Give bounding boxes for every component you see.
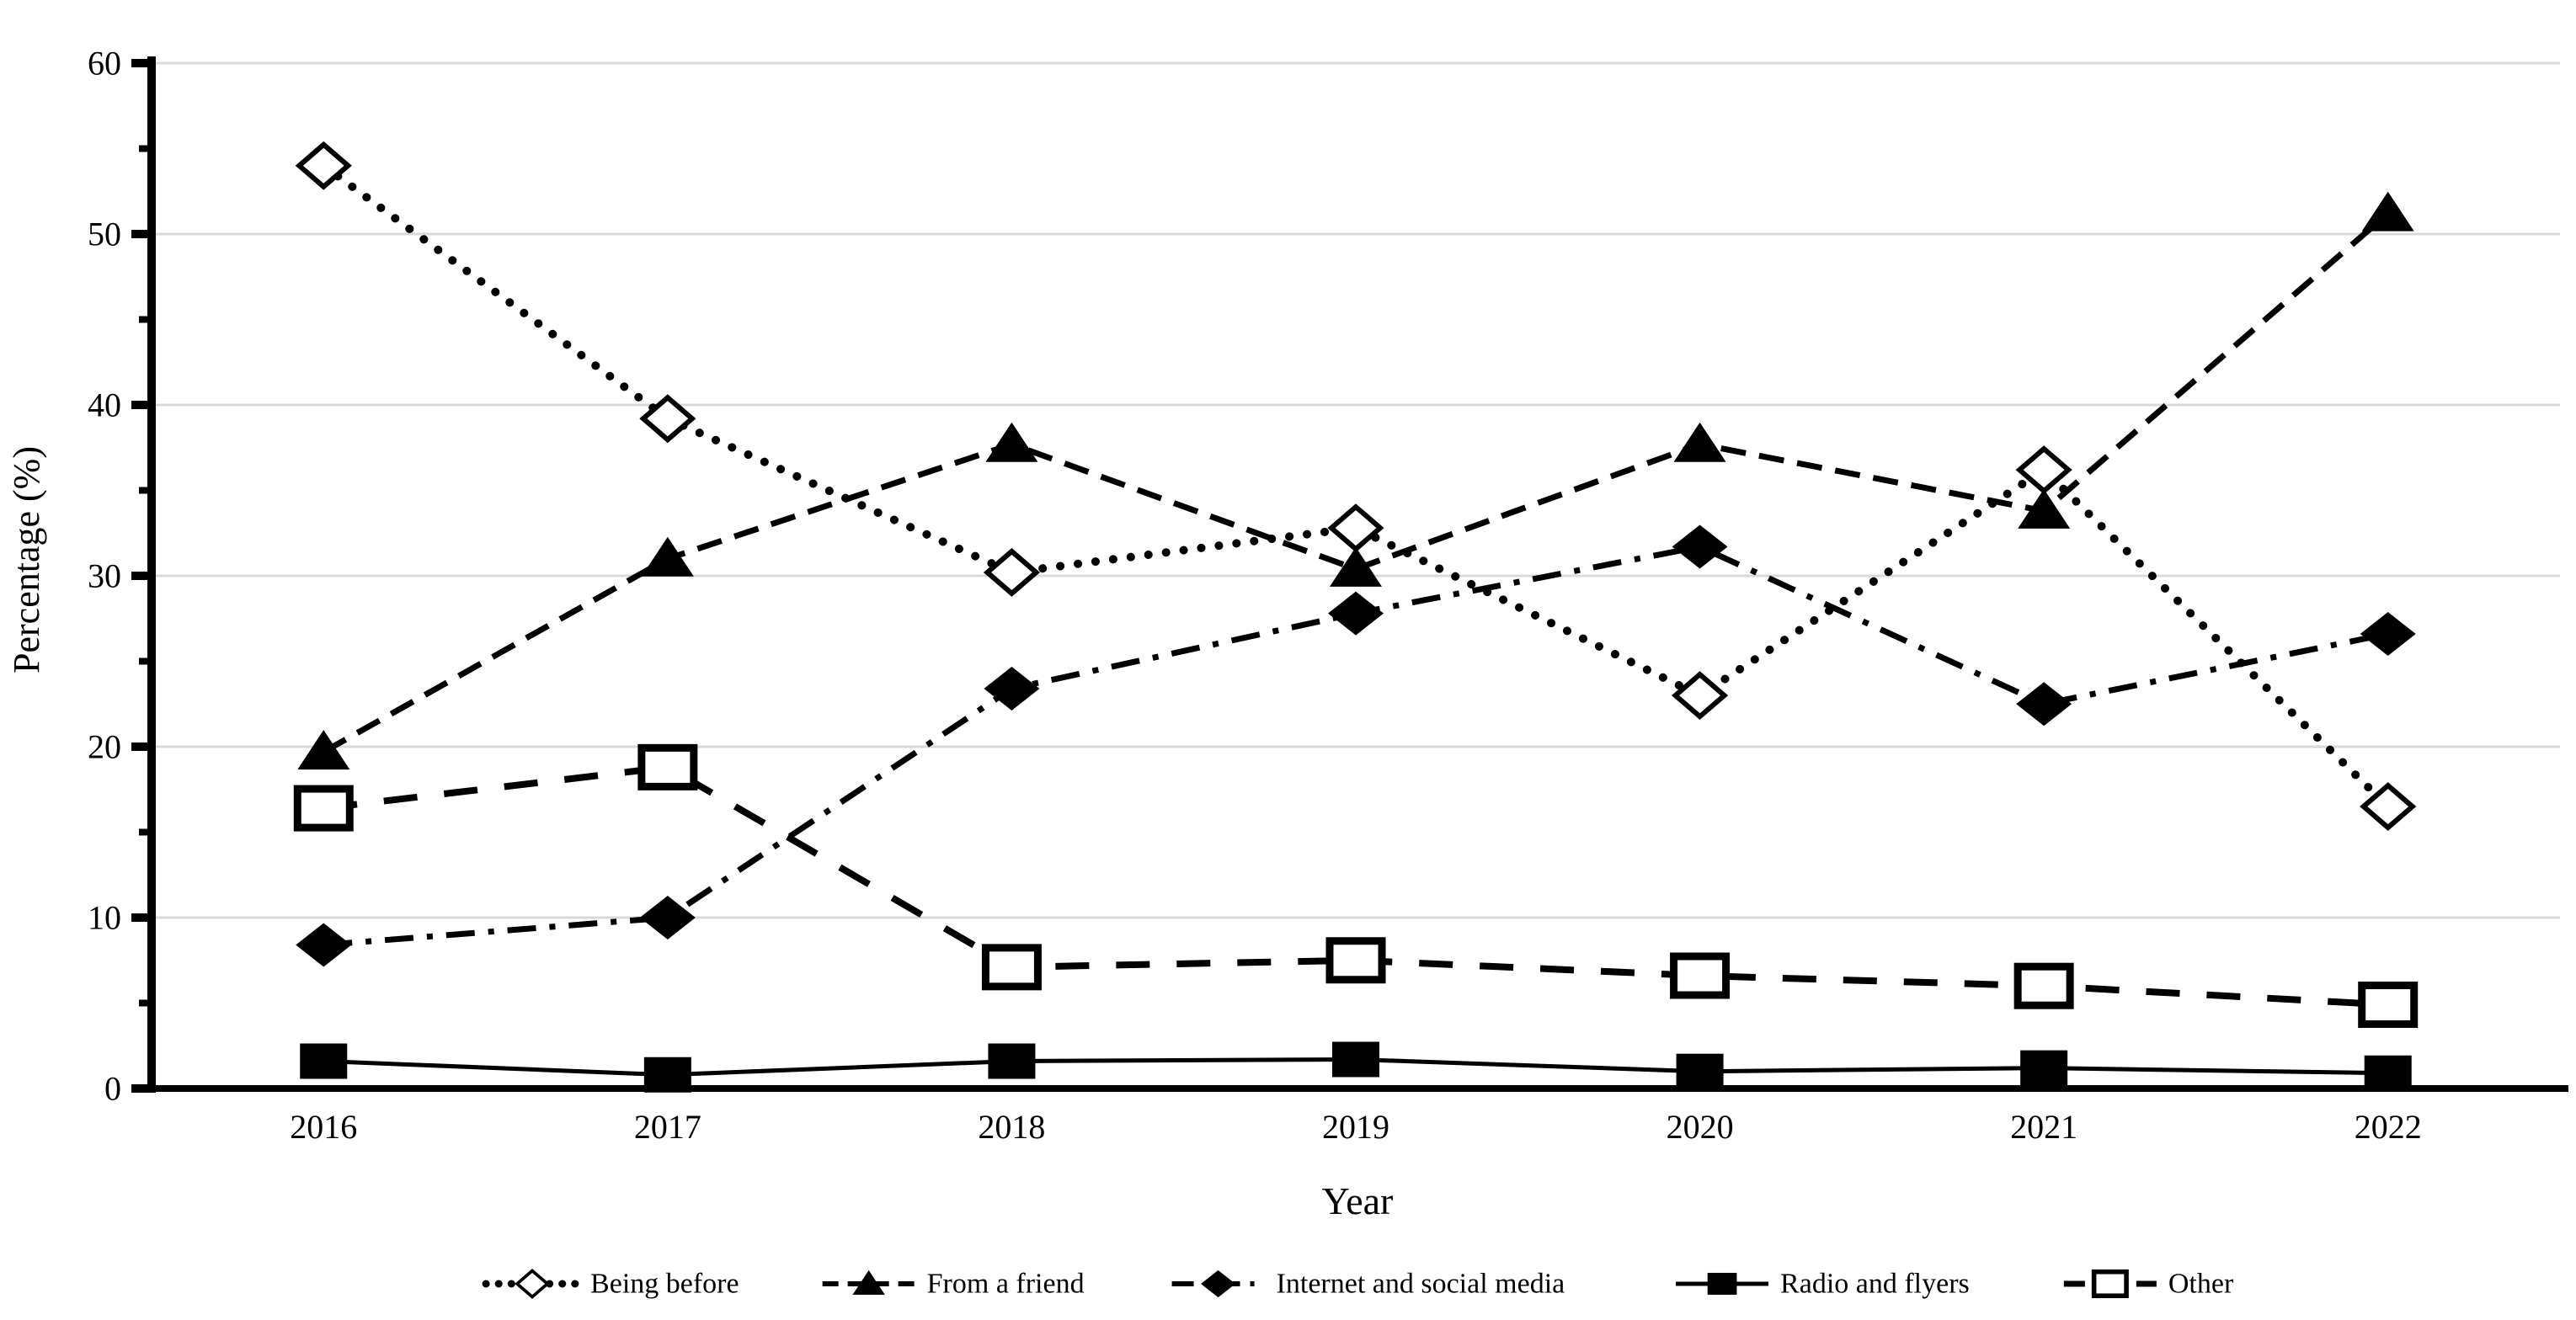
marker-from-a-friend-2022 bbox=[2361, 191, 2414, 232]
marker-radio-and-flyers-2016 bbox=[300, 1043, 348, 1079]
legend-item-other: Other bbox=[2063, 1269, 2234, 1300]
legend-marker-other bbox=[2091, 1269, 2129, 1299]
marker-being-before-2021 bbox=[2015, 445, 2072, 495]
marker-from-a-friend-2017 bbox=[641, 536, 694, 577]
legend-label-other: Other bbox=[2168, 1269, 2234, 1300]
marker-from-a-friend-2019 bbox=[1330, 546, 1382, 587]
marker-other-2019 bbox=[1325, 937, 1386, 984]
x-tick-label-2016: 2016 bbox=[290, 1108, 357, 1146]
marker-other-2020 bbox=[1670, 952, 1731, 999]
x-axis-title: Year bbox=[1322, 1179, 1394, 1222]
x-tick-label-2021: 2021 bbox=[2010, 1108, 2077, 1146]
y-tick-label-30: 30 bbox=[88, 557, 121, 595]
y-tick-label-20: 20 bbox=[88, 728, 121, 766]
series-line-from-a-friend bbox=[322, 210, 2391, 755]
x-tick-label-2019: 2019 bbox=[1322, 1108, 1389, 1146]
marker-other-2018 bbox=[981, 944, 1042, 991]
chart-legend: Being before From a friend Internet and so… bbox=[482, 1269, 2234, 1300]
legend-label-internet-and-social-media: Internet and social media bbox=[1277, 1269, 1565, 1300]
marker-from-a-friend-2018 bbox=[985, 422, 1038, 462]
marker-from-a-friend-2020 bbox=[1673, 422, 1726, 462]
legend-item-radio-and-flyers: Radio and flyers bbox=[1676, 1269, 1970, 1300]
y-tick-label-0: 0 bbox=[104, 1070, 121, 1108]
marker-internet-and-social-media-2017 bbox=[639, 896, 696, 939]
marker-being-before-2018 bbox=[983, 547, 1041, 597]
x-tick-label-2020: 2020 bbox=[1667, 1108, 1734, 1146]
y-axis-title: Percentage (%) bbox=[6, 446, 47, 673]
legend-item-being-before: Being before bbox=[482, 1269, 739, 1300]
marker-radio-and-flyers-2020 bbox=[1676, 1053, 1724, 1089]
marker-other-2017 bbox=[637, 743, 698, 790]
legend-marker-internet-and-social-media bbox=[1201, 1269, 1236, 1298]
legend-label-radio-and-flyers: Radio and flyers bbox=[1780, 1269, 1970, 1300]
marker-radio-and-flyers-2018 bbox=[988, 1043, 1036, 1079]
marker-being-before-2016 bbox=[295, 141, 352, 190]
marker-internet-and-social-media-2018 bbox=[984, 666, 1040, 711]
legend-item-from-a-friend: From a friend bbox=[822, 1269, 1085, 1300]
marker-radio-and-flyers-2021 bbox=[2020, 1050, 2068, 1086]
x-tick-label-2018: 2018 bbox=[978, 1108, 1045, 1146]
legend-label-being-before: Being before bbox=[590, 1269, 739, 1300]
x-tick-label-2022: 2022 bbox=[2355, 1108, 2422, 1146]
marker-other-2021 bbox=[2013, 962, 2074, 1009]
marker-internet-and-social-media-2022 bbox=[2360, 612, 2416, 657]
legend-label-from-a-friend: From a friend bbox=[927, 1269, 1085, 1300]
marker-being-before-2020 bbox=[1671, 671, 1729, 721]
legend-item-internet-and-social-media: Internet and social media bbox=[1171, 1269, 1565, 1300]
legend-marker-from-a-friend bbox=[852, 1269, 885, 1296]
marker-being-before-2017 bbox=[639, 394, 696, 444]
x-tick-label-2017: 2017 bbox=[634, 1108, 701, 1146]
y-tick-label-60: 60 bbox=[88, 45, 121, 82]
y-tick-label-10: 10 bbox=[88, 899, 121, 937]
marker-radio-and-flyers-2022 bbox=[2364, 1055, 2412, 1091]
marker-other-2016 bbox=[293, 785, 354, 832]
legend-marker-radio-and-flyers bbox=[1707, 1272, 1737, 1296]
marker-radio-and-flyers-2017 bbox=[643, 1057, 691, 1093]
y-tick-label-50: 50 bbox=[88, 216, 121, 253]
marker-being-before-2019 bbox=[1327, 503, 1384, 553]
chart-plot-area: 0 10 20 30 40 50 60 2016 2017 2018 2019 2020 2021 202… bbox=[88, 45, 2568, 1146]
marker-internet-and-social-media-2021 bbox=[2016, 682, 2072, 727]
legend-marker-being-before bbox=[515, 1269, 550, 1299]
marker-internet-and-social-media-2019 bbox=[1328, 591, 1384, 636]
marker-from-a-friend-2021 bbox=[2018, 488, 2071, 529]
marker-being-before-2022 bbox=[2360, 782, 2417, 832]
marker-radio-and-flyers-2019 bbox=[1332, 1041, 1379, 1078]
y-tick-label-40: 40 bbox=[88, 386, 121, 424]
series-line-being-before bbox=[319, 161, 2392, 812]
marker-other-2022 bbox=[2358, 982, 2419, 1029]
marker-internet-and-social-media-2020 bbox=[1672, 524, 1728, 569]
marker-from-a-friend-2016 bbox=[297, 730, 350, 770]
marker-internet-and-social-media-2016 bbox=[296, 923, 352, 967]
